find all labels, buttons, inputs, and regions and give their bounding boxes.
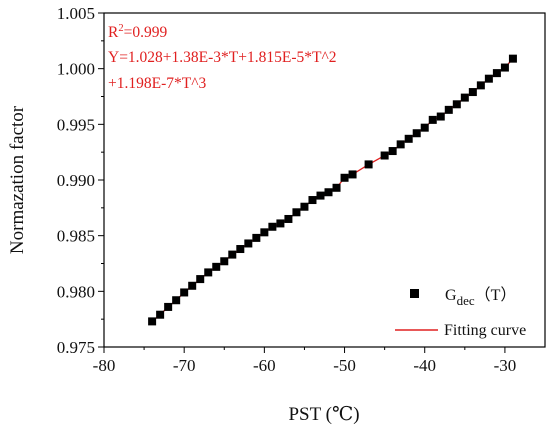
x-tick-label: -70 [173,356,196,375]
data-point [364,160,373,169]
x-tick-label: -40 [413,356,436,375]
data-point [500,63,509,72]
equation-line-1: Y=1.028+1.38E-3*T+1.815E-5*T^2 [108,49,337,66]
data-point [316,191,325,200]
data-point [460,93,469,102]
data-point [164,302,173,311]
y-tick-label: 1.000 [57,60,95,79]
data-point [292,208,301,217]
equation-line-2: +1.198E-7*T^3 [108,75,206,92]
data-point [340,173,349,182]
data-point [396,140,405,149]
r-squared-label: R2=0.999 [108,23,167,41]
data-point [428,115,437,124]
data-point [436,112,445,121]
data-point [212,262,221,271]
data-point [492,69,501,78]
fit-curve [151,58,514,322]
x-tick-label: -80 [93,356,116,375]
data-point [252,233,261,242]
y-tick-label: 1.005 [57,4,95,23]
data-point [156,310,165,319]
x-tick-label: -30 [494,356,517,375]
data-point [412,129,421,138]
data-point [180,288,189,297]
y-tick-label: 0.980 [57,282,95,301]
data-point [404,134,413,143]
x-tick-label: -60 [253,356,276,375]
data-point [244,239,253,248]
y-tick-label: 0.990 [57,171,95,190]
legend: Gdec（T） Fitting curve [395,286,526,339]
data-point [260,228,269,237]
data-point [444,105,453,114]
data-point [484,74,493,83]
y-tick-label: 0.995 [57,115,95,134]
data-point [236,245,245,254]
data-point [204,268,213,277]
data-point [220,257,229,266]
data-point [300,202,309,211]
data-point [420,123,429,132]
x-tick-label: -50 [333,356,356,375]
data-point [468,88,477,97]
x-axis: -80 -70 -60 -50 -40 -30 [93,347,517,375]
data-point [228,250,237,259]
data-point [452,100,461,109]
data-point [476,81,485,90]
legend-label-fit: Fitting curve [444,322,526,339]
data-point [348,170,357,179]
data-point [172,296,181,305]
y-axis-title: Normazation factor [7,105,28,254]
data-point [196,275,205,284]
fit-curve-layer [151,58,514,322]
x-axis-title: PST (℃) [288,404,359,425]
data-point [508,54,517,63]
data-point [148,317,157,326]
data-point [332,183,341,192]
y-axis: 0.975 0.980 0.985 0.990 0.995 1.000 1.005 [57,4,104,357]
data-point [324,188,333,197]
data-point [268,222,277,231]
data-point [380,151,389,160]
y-tick-label: 0.985 [57,227,95,246]
legend-label-gdec: Gdec（T） [445,286,516,308]
data-point [188,281,197,290]
data-points-layer [148,54,517,326]
data-point [308,196,317,205]
legend-marker-square [410,289,419,298]
data-point [276,219,285,228]
data-point [284,214,293,223]
y-tick-label: 0.975 [57,338,95,357]
equation-annotation: R2=0.999 Y=1.028+1.38E-3*T+1.815E-5*T^2 … [108,23,337,92]
data-point [388,147,397,156]
